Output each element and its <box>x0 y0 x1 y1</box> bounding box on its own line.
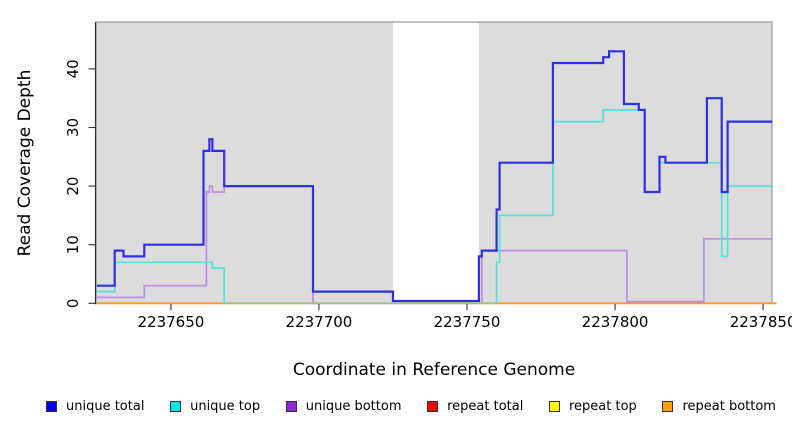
legend-swatch-unique-top <box>170 401 182 412</box>
y-axis-tick-label: 30 <box>64 118 82 137</box>
series-unique-total-line <box>96 50 772 303</box>
y-axis-title: Read Coverage Depth <box>15 70 35 257</box>
legend-label: unique bottom <box>305 399 402 414</box>
legend-item-repeat-top: repeat top <box>549 399 637 414</box>
legend-swatch-repeat-total <box>427 401 439 412</box>
x-axis-tick-label: 2237700 <box>286 313 353 331</box>
x-axis-tick-label: 2237850 <box>730 313 792 331</box>
legend-swatch-unique-bottom <box>285 401 297 412</box>
y-axis-tick-label: 40 <box>64 59 82 78</box>
coverage-plot: 2237650 2237700 2237750 2237800 2237850 0 10 20… <box>15 21 792 380</box>
series-unique-bottom-line <box>96 185 772 305</box>
legend-label: unique total <box>66 399 145 414</box>
legend-item-unique-top: unique top <box>170 399 260 414</box>
legend-item-unique-total: unique total <box>46 399 144 414</box>
x-axis-tick-label: 2237750 <box>434 313 501 331</box>
legend-label: repeat bottom <box>682 399 776 414</box>
legend-item-unique-bottom: unique bottom <box>285 399 402 414</box>
legend-item-repeat-bottom: repeat bottom <box>662 399 776 414</box>
legend: unique total unique top unique bottom repea… <box>0 399 792 414</box>
legend-swatch-repeat-bottom <box>662 401 674 412</box>
legend-item-repeat-total: repeat total <box>427 399 523 414</box>
legend-swatch-unique-total <box>46 401 57 412</box>
x-axis-tick-label: 2237800 <box>582 313 649 331</box>
legend-label: unique top <box>190 399 261 414</box>
x-axis-tick-label: 2237650 <box>138 313 205 331</box>
y-axis-tick-label: 10 <box>64 235 82 254</box>
y-axis-tick-label: 0 <box>64 299 82 309</box>
y-axis-tick-label: 20 <box>64 177 82 196</box>
x-axis-title: Coordinate in Reference Genome <box>293 360 575 380</box>
legend-label: repeat total <box>447 399 524 414</box>
highlight-band <box>392 22 479 304</box>
legend-label: repeat top <box>569 399 637 414</box>
legend-swatch-repeat-top <box>549 401 560 412</box>
